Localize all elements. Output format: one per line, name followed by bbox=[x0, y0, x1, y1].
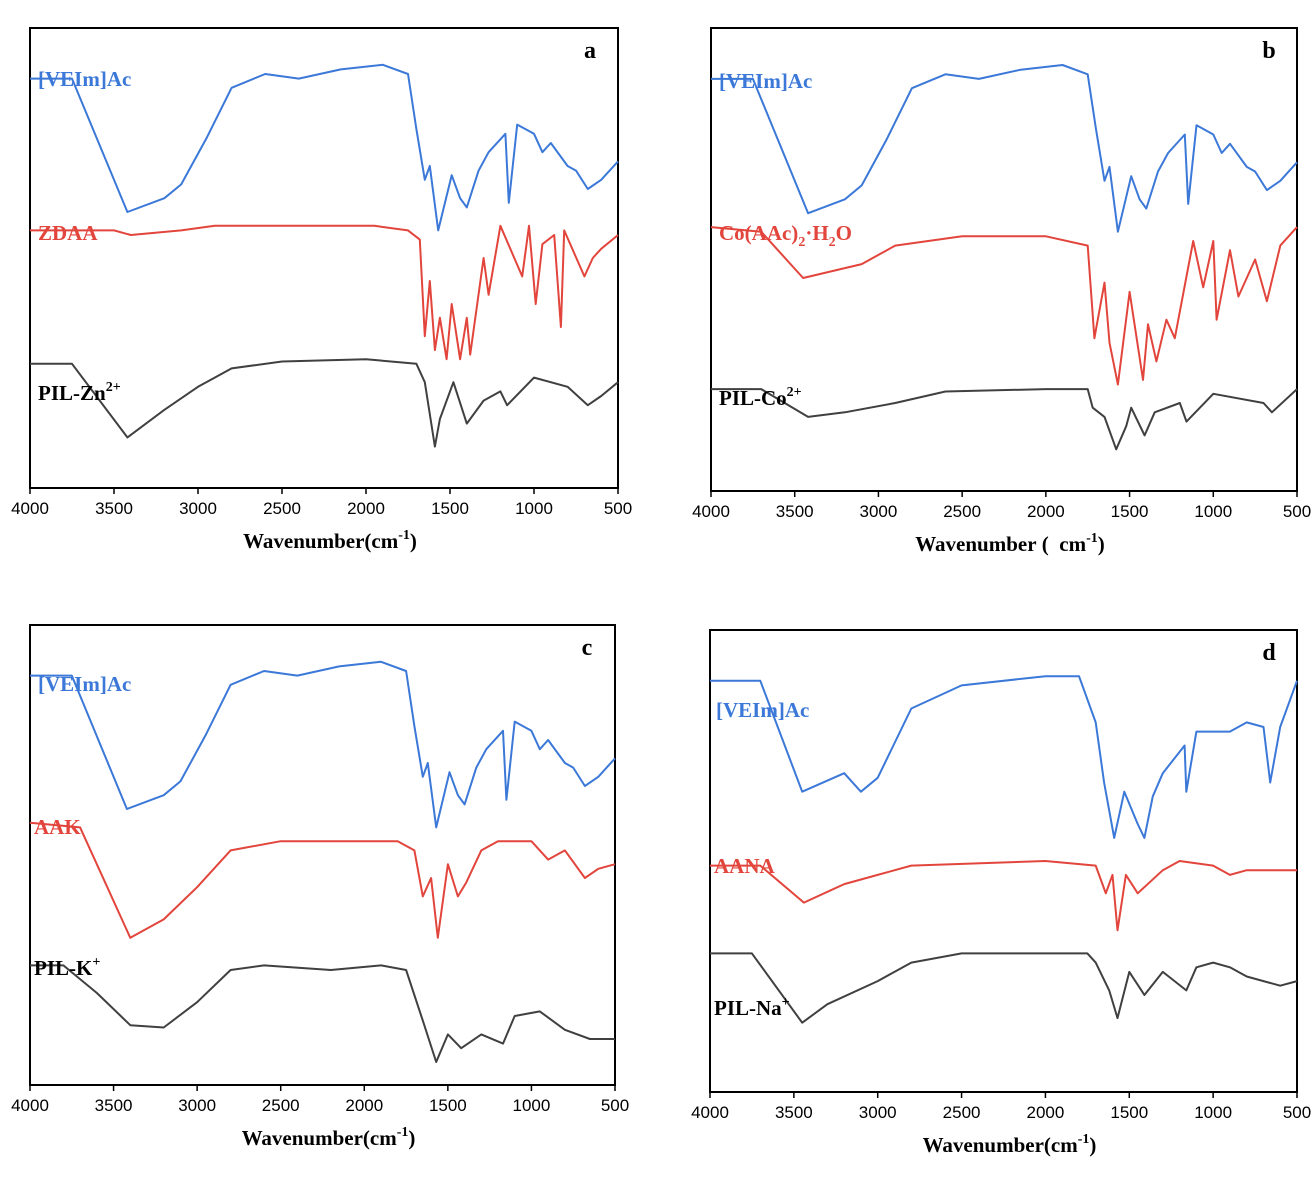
x-tick-label: 2000 bbox=[1027, 1103, 1065, 1122]
x-tick-label: 2500 bbox=[943, 502, 981, 521]
x-axis-label: Wavenumber ( cm-1) bbox=[915, 531, 1105, 556]
x-tick-label: 2000 bbox=[1027, 502, 1065, 521]
x-tick-label: 2500 bbox=[262, 1096, 300, 1115]
panel-letter: b bbox=[1262, 38, 1275, 64]
x-tick-label: 1500 bbox=[1110, 1103, 1148, 1122]
series-line-pil bbox=[711, 388, 1298, 451]
x-axis-label: Wavenumber(cm-1) bbox=[923, 1132, 1097, 1157]
panel-a: 4000 3500 3000 2500 2000 1500 1000 500 Wavenumbe… bbox=[11, 27, 632, 553]
series-label-pil: PIL-K+ bbox=[34, 955, 100, 980]
x-tick-label: 1000 bbox=[1194, 1103, 1232, 1122]
panel-letter: a bbox=[584, 38, 596, 64]
series-line-veim bbox=[30, 660, 616, 829]
series-line-aana bbox=[710, 860, 1297, 932]
series-label-zdaa: ZDAA bbox=[38, 221, 98, 245]
x-tick-label: 1000 bbox=[515, 499, 553, 518]
series-line-veim bbox=[710, 675, 1298, 839]
x-axis-label: Wavenumber(cm-1) bbox=[243, 528, 417, 553]
series-line-aak bbox=[29, 821, 616, 939]
series-line-pil bbox=[30, 964, 615, 1063]
series-label-co: Co(AAc)2·H2O bbox=[719, 221, 852, 250]
x-tick-label: 3500 bbox=[776, 502, 814, 521]
x-tick-label: 1000 bbox=[1194, 502, 1232, 521]
x-tick-label: 2500 bbox=[263, 499, 301, 518]
x-tick-label: 4000 bbox=[11, 1096, 49, 1115]
series-label-pil: PIL-Co2+ bbox=[719, 385, 802, 410]
panel-b: 4000 3500 3000 2500 2000 1500 1000 500 Wavenumbe… bbox=[692, 27, 1311, 556]
panel-d: 4000 3500 3000 2500 2000 1500 1000 500 Wavenumbe… bbox=[691, 629, 1311, 1157]
x-tick-label: 4000 bbox=[691, 1103, 729, 1122]
x-tick-label: 3500 bbox=[775, 1103, 813, 1122]
x-tick-label: 500 bbox=[601, 1096, 629, 1115]
series-line-zdaa bbox=[30, 224, 619, 361]
series-label-pil: PIL-Zn2+ bbox=[38, 380, 121, 405]
panel-letter: c bbox=[582, 635, 593, 661]
series-label-veim: [VEIm]Ac bbox=[38, 67, 131, 91]
series-label-aana: AANA bbox=[714, 854, 775, 878]
x-tick-label: 1000 bbox=[513, 1096, 551, 1115]
x-tick-label: 3500 bbox=[95, 1096, 133, 1115]
series-label-veim: [VEIm]Ac bbox=[38, 672, 131, 696]
series-label-pil: PIL-Na+ bbox=[714, 995, 790, 1020]
x-tick-label: 1500 bbox=[429, 1096, 467, 1115]
x-tick-label: 2500 bbox=[943, 1103, 981, 1122]
x-tick-label: 3500 bbox=[95, 499, 133, 518]
series-label-aak: AAK bbox=[34, 815, 81, 839]
x-tick-label: 4000 bbox=[11, 499, 49, 518]
x-axis-label: Wavenumber(cm-1) bbox=[242, 1125, 416, 1150]
panel-c: 4000 3500 3000 2500 2000 1500 1000 500 Wavenumbe… bbox=[11, 624, 629, 1150]
x-tick-label: 3000 bbox=[179, 499, 217, 518]
x-tick-label: 500 bbox=[1283, 502, 1311, 521]
plot-frame bbox=[710, 27, 1298, 492]
x-tick-label: 500 bbox=[604, 499, 632, 518]
series-line-veim bbox=[711, 64, 1298, 233]
x-tick-label: 3000 bbox=[859, 1103, 897, 1122]
x-tick-label: 1500 bbox=[431, 499, 469, 518]
series-line-pil bbox=[30, 358, 619, 448]
series-line-pil bbox=[710, 952, 1298, 1024]
panel-letter: d bbox=[1262, 640, 1276, 666]
series-line-co bbox=[710, 226, 1298, 386]
x-tick-label: 2000 bbox=[345, 1096, 383, 1115]
x-tick-label: 2000 bbox=[347, 499, 385, 518]
plot-frame bbox=[29, 27, 619, 489]
x-tick-label: 4000 bbox=[692, 502, 730, 521]
series-line-veim bbox=[30, 63, 619, 232]
x-tick-label: 3000 bbox=[178, 1096, 216, 1115]
plot-frame bbox=[709, 629, 1298, 1093]
x-tick-label: 1500 bbox=[1111, 502, 1149, 521]
series-label-veim: [VEIm]Ac bbox=[716, 698, 809, 722]
x-tick-label: 3000 bbox=[860, 502, 898, 521]
x-tick-label: 500 bbox=[1283, 1103, 1311, 1122]
series-label-veim: [VEIm]Ac bbox=[719, 69, 812, 93]
plot-frame bbox=[29, 624, 616, 1086]
